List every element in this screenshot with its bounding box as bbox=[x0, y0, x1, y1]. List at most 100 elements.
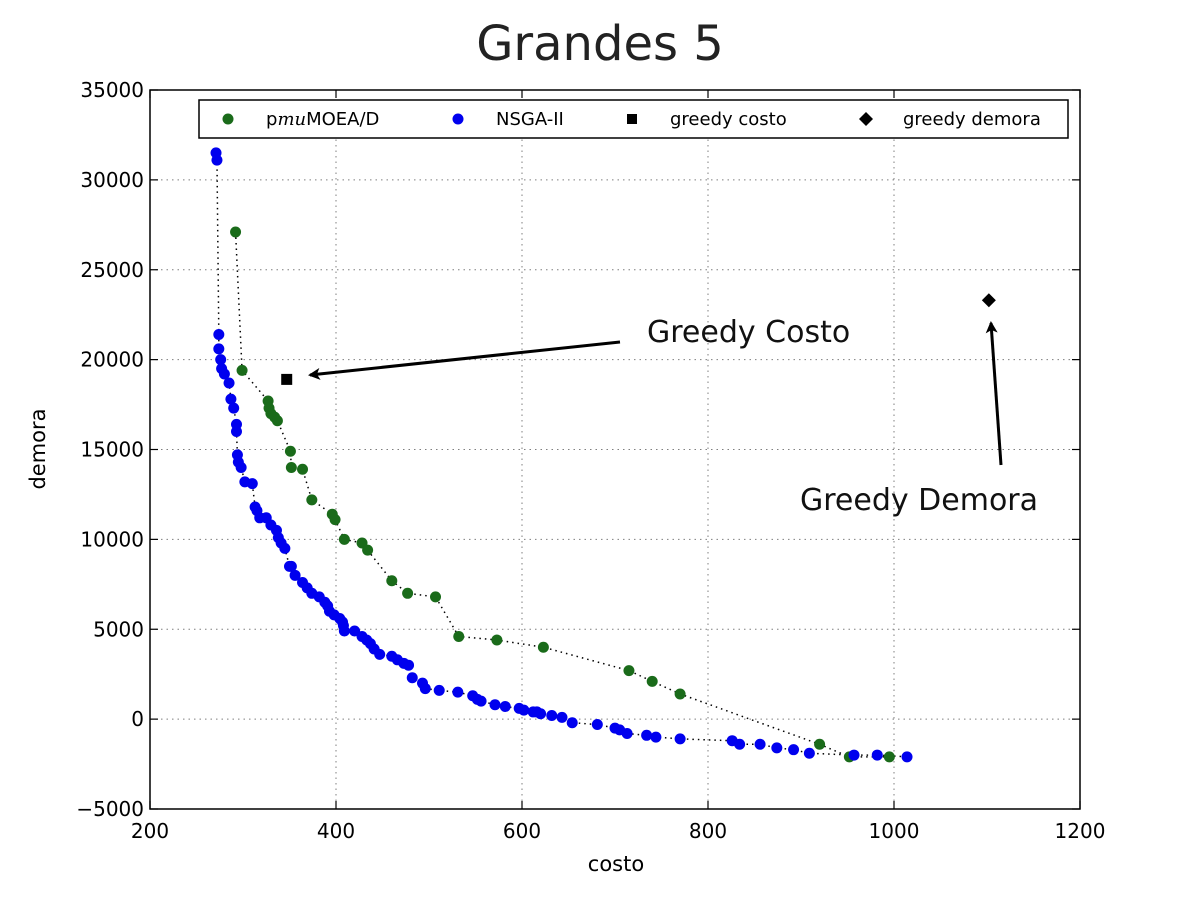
data-point-nsga-ii bbox=[213, 343, 225, 355]
legend-label-greedy-demora: greedy demora bbox=[903, 109, 1041, 130]
x-tick-labels: 200 400 600 800 1000 1200 bbox=[131, 819, 1106, 843]
data-point-pmumoea-d bbox=[386, 575, 398, 587]
data-point-pmumoea-d bbox=[285, 461, 297, 473]
legend-label-pmumoead-prefix: p bbox=[266, 109, 277, 130]
data-point-nsga-ii bbox=[489, 699, 501, 711]
data-point-pmumoea-d bbox=[537, 641, 549, 653]
annotation-arrow-greedy-demora bbox=[985, 321, 1003, 466]
axis-ticks bbox=[149, 89, 1081, 810]
legend-marker-pmumoead bbox=[222, 113, 234, 125]
data-point-nsga-ii bbox=[788, 744, 800, 756]
data-point-nsga-ii bbox=[848, 749, 860, 761]
data-point-nsga-ii bbox=[211, 154, 223, 166]
data-point-nsga-ii bbox=[215, 354, 227, 366]
data-points bbox=[210, 147, 996, 763]
x-tick-label: 1000 bbox=[869, 819, 920, 843]
data-point-nsga-ii bbox=[406, 672, 418, 684]
data-point-pmumoea-d bbox=[230, 226, 242, 238]
data-point-nsga-ii bbox=[289, 569, 301, 581]
y-tick-label: 10000 bbox=[80, 527, 144, 551]
data-point-nsga-ii bbox=[225, 393, 237, 405]
data-point-nsga-ii bbox=[546, 710, 558, 722]
data-point-pmumoea-d bbox=[297, 463, 309, 475]
grid-lines bbox=[150, 90, 1080, 809]
data-point-nsga-ii bbox=[475, 695, 487, 707]
x-tick-label: 400 bbox=[317, 819, 355, 843]
data-point-pmumoea-d bbox=[338, 533, 350, 545]
data-point-nsga-ii bbox=[871, 749, 883, 761]
data-point-pmumoea-d bbox=[430, 591, 442, 603]
data-point-pmumoea-d bbox=[491, 634, 503, 646]
data-point-nsga-ii bbox=[374, 648, 386, 660]
data-point-pmumoea-d bbox=[646, 675, 658, 687]
y-tick-label: 35000 bbox=[80, 78, 144, 102]
data-point-nsga-ii bbox=[246, 478, 258, 490]
data-point-nsga-ii bbox=[556, 711, 568, 723]
y-tick-label: 5000 bbox=[93, 617, 144, 641]
legend-label-pmumoead-suffix: MOEA/D bbox=[306, 109, 379, 130]
data-point-nsga-ii bbox=[338, 625, 350, 637]
series-line-nsga-ii bbox=[215, 152, 908, 758]
data-point-greedy-demora bbox=[981, 293, 996, 308]
data-point-nsga-ii bbox=[452, 686, 464, 698]
legend-label-pmumoead: pmuMOEA/D bbox=[266, 109, 379, 130]
data-point-nsga-ii bbox=[228, 402, 240, 414]
x-tick-label: 200 bbox=[131, 819, 169, 843]
annotation-greedy-costo: Greedy Costo bbox=[647, 315, 850, 350]
y-tick-label: 15000 bbox=[80, 438, 144, 462]
data-point-pmumoea-d bbox=[306, 494, 318, 506]
data-point-nsga-ii bbox=[535, 708, 547, 720]
data-point-nsga-ii bbox=[433, 684, 445, 696]
series-connecting-lines bbox=[215, 152, 908, 758]
data-point-nsga-ii bbox=[403, 659, 415, 671]
data-point-pmumoea-d bbox=[329, 514, 341, 526]
legend: pmuMOEA/D NSGA-II greedy costo greedy de… bbox=[198, 99, 1069, 139]
data-point-pmumoea-d bbox=[236, 364, 248, 376]
y-tick-label: 30000 bbox=[80, 168, 144, 192]
data-point-nsga-ii bbox=[218, 368, 230, 380]
data-point-pmumoea-d bbox=[362, 544, 374, 556]
data-point-pmumoea-d bbox=[883, 751, 895, 763]
x-axis-label: costo bbox=[588, 852, 644, 876]
y-tick-label: 0 bbox=[131, 707, 144, 731]
data-point-nsga-ii bbox=[279, 542, 291, 554]
data-point-pmumoea-d bbox=[402, 587, 414, 599]
data-point-nsga-ii bbox=[230, 426, 242, 438]
data-point-nsga-ii bbox=[674, 733, 686, 745]
chart-title: Grandes 5 bbox=[476, 16, 724, 72]
y-tick-label: −5000 bbox=[76, 797, 144, 821]
data-point-pmumoea-d bbox=[674, 688, 686, 700]
y-tick-labels: −5000 0 5000 10000 15000 20000 25000 30000 35000 bbox=[76, 78, 144, 821]
legend-label-nsga2: NSGA-II bbox=[496, 109, 564, 130]
data-point-nsga-ii bbox=[650, 731, 662, 743]
data-point-greedy-costo bbox=[281, 373, 293, 385]
data-point-pmumoea-d bbox=[284, 445, 296, 457]
data-point-nsga-ii bbox=[771, 742, 783, 754]
legend-marker-greedy-costo bbox=[627, 114, 637, 124]
x-tick-label: 1200 bbox=[1055, 819, 1106, 843]
data-point-nsga-ii bbox=[641, 729, 653, 741]
y-tick-label: 20000 bbox=[80, 348, 144, 372]
data-point-nsga-ii bbox=[213, 328, 225, 340]
data-point-nsga-ii bbox=[803, 747, 815, 759]
data-point-nsga-ii bbox=[499, 701, 511, 713]
data-point-nsga-ii bbox=[566, 717, 578, 729]
legend-marker-nsga2 bbox=[452, 113, 464, 125]
data-point-pmumoea-d bbox=[453, 630, 465, 642]
data-point-nsga-ii bbox=[223, 377, 235, 389]
data-point-nsga-ii bbox=[754, 738, 766, 750]
data-point-nsga-ii bbox=[235, 461, 247, 473]
data-point-nsga-ii bbox=[901, 751, 913, 763]
annotation-greedy-demora: Greedy Demora bbox=[800, 483, 1038, 518]
series-line-pmumoea-d bbox=[234, 231, 890, 758]
data-point-nsga-ii bbox=[419, 683, 431, 695]
legend-label-pmumoead-italic: mu bbox=[277, 109, 306, 130]
annotation-arrow-greedy-costo bbox=[308, 340, 621, 380]
x-tick-label: 600 bbox=[503, 819, 541, 843]
data-point-pmumoea-d bbox=[271, 415, 283, 427]
data-point-nsga-ii bbox=[591, 719, 603, 731]
data-point-nsga-ii bbox=[518, 704, 530, 716]
y-axis-label: demora bbox=[26, 408, 50, 489]
data-point-pmumoea-d bbox=[814, 738, 826, 750]
data-point-nsga-ii bbox=[734, 738, 746, 750]
